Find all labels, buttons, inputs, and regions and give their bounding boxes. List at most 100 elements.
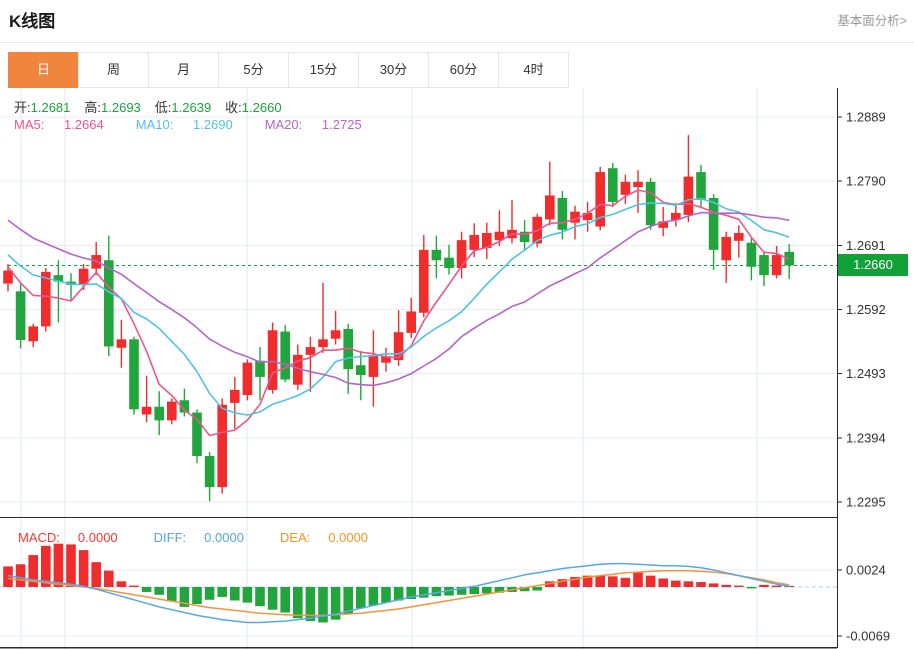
candle [582, 201, 593, 232]
macd-bar [192, 587, 202, 605]
macd-bar [456, 587, 467, 595]
candle [494, 210, 505, 246]
macd-bar [633, 572, 643, 587]
candle [595, 166, 605, 231]
macd-axis-label: 0.0024 [846, 562, 886, 577]
candle [280, 325, 290, 383]
candle [129, 336, 139, 415]
header-divider [0, 42, 914, 43]
macd-bar [570, 577, 580, 587]
price-axis-label: 1.2592 [846, 302, 886, 317]
macd-bar [469, 587, 479, 595]
macd-bar [683, 581, 694, 587]
macd-bar [406, 587, 416, 600]
price-axis-label: 1.2790 [846, 174, 886, 189]
diff-value-label: DIFF: 0.0000 [153, 530, 244, 545]
open-label: 开: [14, 100, 31, 115]
price-axis-label: 1.2394 [846, 430, 886, 445]
candle [734, 225, 744, 258]
candle [255, 347, 265, 401]
macd-axis-label: -0.0069 [846, 628, 890, 643]
candle [15, 282, 26, 349]
macd-bar [582, 575, 593, 587]
macd-indicator-chart[interactable]: 0.0024 -0.0069 [0, 517, 914, 649]
tab-30min[interactable]: 30分 [358, 52, 429, 88]
low-label: 低: [154, 100, 172, 115]
price-axis-label: 1.2493 [846, 366, 886, 381]
candle [456, 231, 467, 279]
macd-bar [41, 545, 51, 587]
candle [293, 344, 303, 390]
macd-bar [267, 587, 278, 610]
macd-bar [28, 555, 38, 587]
macd-bar [356, 587, 366, 609]
tab-60min[interactable]: 60分 [428, 52, 499, 88]
price-axis-label: 1.2691 [846, 238, 886, 253]
macd-bar [595, 575, 605, 587]
fundamental-analysis-link[interactable]: 基本面分析> [837, 14, 907, 28]
macd-bar [242, 587, 253, 603]
high-label: 高: [84, 100, 102, 115]
candle [431, 235, 442, 279]
macd-bar [671, 580, 681, 587]
tab-week[interactable]: 周 [78, 52, 149, 88]
macd-bar [78, 550, 89, 587]
macd-bar [255, 587, 265, 607]
candle [570, 205, 580, 240]
candle [167, 398, 177, 425]
macd-bar [734, 585, 744, 587]
diff-line [7, 562, 790, 624]
macd-bar [91, 562, 101, 587]
candle [381, 347, 391, 372]
ma20-legend: MA20: 1.2725 [264, 117, 362, 132]
candle [116, 319, 127, 368]
candle [141, 375, 152, 423]
tab-month[interactable]: 月 [148, 52, 219, 88]
ma5-legend: MA5: 1.2664 [14, 117, 104, 132]
macd-bar [217, 587, 227, 597]
macd-bar [708, 583, 719, 587]
candle [444, 244, 454, 275]
macd-bar [293, 587, 303, 619]
candle [28, 323, 38, 348]
macd-bar [343, 587, 353, 614]
candle [620, 174, 631, 204]
close-value: 1.2660 [241, 100, 282, 115]
candle [696, 164, 706, 209]
macd-bar [66, 544, 76, 587]
macd-bar [381, 587, 391, 603]
candle [154, 391, 164, 436]
macd-bar [771, 585, 782, 587]
candle [721, 231, 731, 283]
price-axis-label: 1.2889 [846, 110, 886, 125]
candle [671, 203, 681, 227]
tab-5min[interactable]: 5分 [218, 52, 289, 88]
macd-bar [204, 587, 215, 600]
macd-bar [557, 579, 568, 587]
macd-bar [3, 566, 13, 587]
candle [267, 322, 278, 394]
macd-bar [519, 587, 530, 592]
candle [204, 452, 215, 502]
macd-bar [784, 586, 794, 587]
candle [608, 163, 618, 208]
main-price-chart[interactable]: 1.2889 1.2790 1.2691 1.2592 1.2493 1.2394 1.22… [0, 88, 914, 517]
macd-bar [482, 587, 492, 594]
tab-4hour[interactable]: 4时 [498, 52, 569, 88]
candle [545, 161, 555, 226]
price-axis-label: 1.2295 [846, 495, 886, 510]
tab-day[interactable]: 日 [8, 52, 79, 88]
candle [482, 222, 492, 259]
macd-bar [658, 578, 668, 587]
macd-legend: MACD: 0.0000 DIFF: 0.0000 DEA: 0.0000 [18, 530, 404, 545]
tab-15min[interactable]: 15分 [288, 52, 359, 88]
macd-bar [696, 582, 706, 587]
candle [217, 398, 227, 494]
macd-bar [620, 577, 631, 587]
page-title: K线图 [9, 12, 56, 31]
candle [784, 244, 794, 280]
macd-bar [15, 564, 26, 587]
ma5-line [7, 189, 790, 437]
macd-bar [230, 587, 240, 601]
macd-bar [116, 581, 127, 587]
